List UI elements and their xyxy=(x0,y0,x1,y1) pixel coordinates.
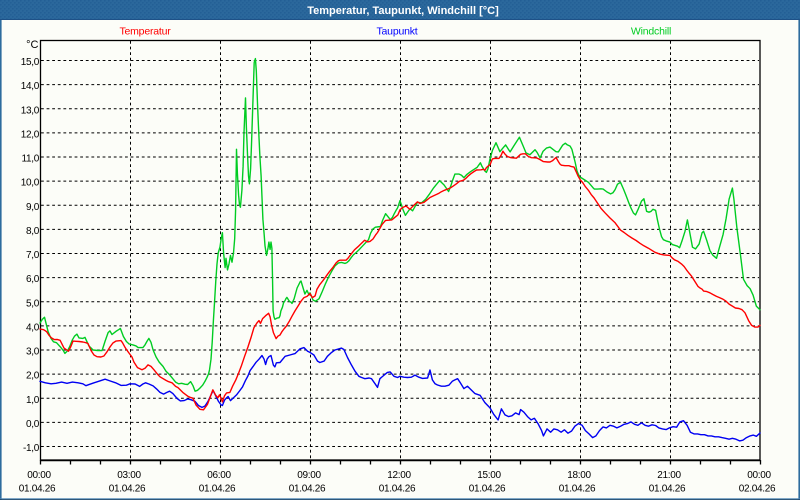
svg-text:4,0: 4,0 xyxy=(26,322,40,333)
svg-text:-1,0: -1,0 xyxy=(23,443,40,454)
svg-text:00:00: 00:00 xyxy=(747,470,771,481)
svg-text:01.04.26: 01.04.26 xyxy=(649,484,686,495)
svg-text:01.04.26: 01.04.26 xyxy=(109,484,146,495)
svg-text:Temperatur: Temperatur xyxy=(119,26,171,38)
svg-text:9,0: 9,0 xyxy=(26,202,40,213)
svg-text:11,0: 11,0 xyxy=(21,154,39,165)
svg-text:°C: °C xyxy=(26,39,38,51)
svg-text:03:00: 03:00 xyxy=(117,470,141,481)
svg-text:15,0: 15,0 xyxy=(21,57,40,68)
svg-text:2,0: 2,0 xyxy=(26,371,40,382)
svg-text:12:00: 12:00 xyxy=(387,470,411,481)
svg-text:0,0: 0,0 xyxy=(26,419,40,430)
svg-text:Temperatur, Taupunkt, Windchil: Temperatur, Taupunkt, Windchill [°C] xyxy=(307,5,499,17)
svg-text:15:00: 15:00 xyxy=(477,470,501,481)
svg-text:13,0: 13,0 xyxy=(21,105,40,116)
svg-text:02.04.26: 02.04.26 xyxy=(739,484,776,495)
svg-text:18:00: 18:00 xyxy=(567,470,591,481)
svg-text:5,0: 5,0 xyxy=(26,298,40,309)
svg-text:7,0: 7,0 xyxy=(26,250,40,261)
svg-text:06:00: 06:00 xyxy=(207,470,231,481)
svg-text:1,0: 1,0 xyxy=(26,395,40,406)
svg-text:01.04.26: 01.04.26 xyxy=(289,484,326,495)
svg-text:Taupunkt: Taupunkt xyxy=(376,26,417,38)
svg-text:6,0: 6,0 xyxy=(26,274,40,285)
svg-text:01.04.26: 01.04.26 xyxy=(469,484,506,495)
svg-text:3,0: 3,0 xyxy=(26,347,40,358)
svg-text:09:00: 09:00 xyxy=(297,470,321,481)
svg-text:10,0: 10,0 xyxy=(21,178,40,189)
svg-text:14,0: 14,0 xyxy=(21,81,40,92)
svg-text:01.04.26: 01.04.26 xyxy=(199,484,236,495)
svg-text:8,0: 8,0 xyxy=(26,226,40,237)
svg-text:21:00: 21:00 xyxy=(657,470,681,481)
svg-text:00:00: 00:00 xyxy=(27,470,51,481)
svg-text:Windchill: Windchill xyxy=(631,26,671,38)
svg-text:01.04.26: 01.04.26 xyxy=(19,484,56,495)
svg-text:01.04.26: 01.04.26 xyxy=(379,484,416,495)
svg-text:12,0: 12,0 xyxy=(21,129,40,140)
svg-text:01.04.26: 01.04.26 xyxy=(559,484,596,495)
